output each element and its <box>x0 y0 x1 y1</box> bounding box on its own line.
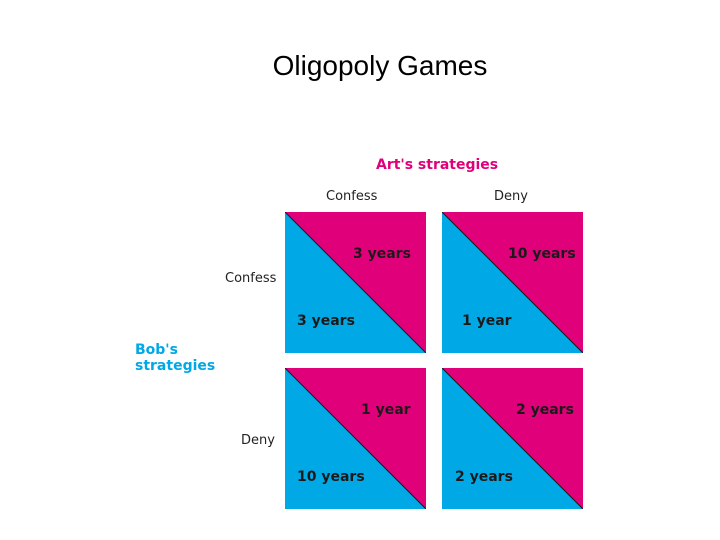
payoff-cell-confess-confess: 3 years 3 years <box>285 212 426 353</box>
payoff-cell-deny-deny: 2 years 2 years <box>442 368 583 509</box>
bob-payoff: 10 years <box>297 469 365 485</box>
diagonal-divider <box>285 368 426 509</box>
bob-payoff: 2 years <box>455 469 513 485</box>
row-label-confess: Confess <box>225 271 277 286</box>
payoff-triangles <box>442 368 583 509</box>
page-title: Oligopoly Games <box>272 50 488 81</box>
bob-payoff: 1 year <box>462 313 512 329</box>
column-label-deny: Deny <box>494 189 528 204</box>
art-payoff: 1 year <box>361 402 411 418</box>
diagonal-divider <box>442 212 583 353</box>
payoff-triangles <box>442 212 583 353</box>
art-strategies-heading: Art's strategies <box>376 157 499 173</box>
payoff-cell-deny-confess: 1 year 10 years <box>285 368 426 509</box>
art-payoff: 3 years <box>353 246 411 262</box>
payoff-cell-confess-deny: 10 years 1 year <box>442 212 583 353</box>
diagonal-divider <box>442 368 583 509</box>
row-label-deny: Deny <box>241 433 275 448</box>
payoff-triangles <box>285 212 426 353</box>
bob-strategies-heading: Bob's strategies <box>135 342 215 374</box>
bob-heading-line1: Bob's <box>135 342 178 358</box>
bob-heading-line2: strategies <box>135 358 216 374</box>
bob-payoff: 3 years <box>297 313 355 329</box>
payoff-triangles <box>285 368 426 509</box>
column-label-confess: Confess <box>326 189 378 204</box>
art-payoff: 2 years <box>516 402 574 418</box>
diagonal-divider <box>285 212 426 353</box>
art-payoff: 10 years <box>508 246 576 262</box>
